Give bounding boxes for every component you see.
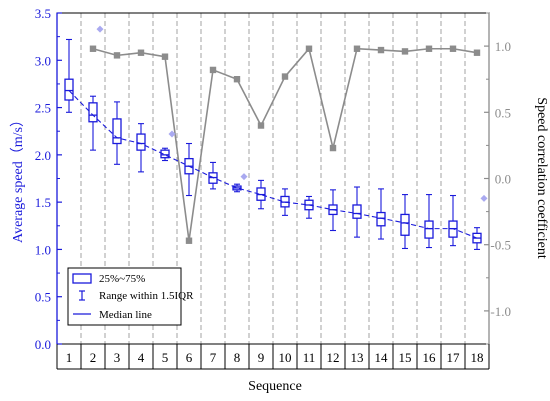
outlier-point [96, 25, 104, 33]
legend: 25%~75% Range within 1.5IQR Median line [67, 267, 194, 326]
box-iqr [64, 78, 74, 101]
x-axis-title: Sequence [248, 379, 302, 394]
box-iqr [376, 211, 386, 227]
x-axis-tick-label: 17 [447, 350, 461, 365]
box-iqr [424, 220, 434, 239]
x-axis-tick-label: 15 [399, 350, 412, 365]
right-axis-tick-label: 0.0 [495, 172, 511, 187]
x-axis-tick-label: 12 [327, 350, 340, 365]
outlier-point [480, 194, 488, 202]
box-plot [64, 38, 74, 113]
left-axis-tick-label: 2.5 [35, 101, 51, 116]
x-axis-tick-label: 18 [471, 350, 484, 365]
left-axis-tick-label: 0.0 [35, 337, 51, 352]
box-plot [424, 194, 434, 249]
correlation-point [113, 52, 121, 59]
right-axis-tick-label: 1.0 [495, 39, 511, 54]
box-plot [112, 101, 122, 165]
correlation-point [377, 46, 385, 54]
box-iqr [88, 102, 98, 123]
x-axis-tick-label: 13 [351, 350, 364, 365]
left-axis-tick-label: 3.5 [35, 6, 51, 21]
correlation-point [281, 73, 289, 80]
correlation-point [233, 76, 241, 83]
x-axis-tick-label: 14 [375, 350, 389, 365]
box-iqr [112, 118, 122, 145]
box-iqr [136, 133, 146, 151]
box-iqr [160, 149, 170, 159]
right-axis-tick-label: -0.5 [490, 238, 511, 253]
legend-label-box: 25%~75% [99, 273, 145, 285]
correlation-point [353, 45, 361, 52]
correlation-point [209, 66, 217, 74]
x-axis-tick-label: 1 [66, 350, 73, 365]
correlation-point [473, 49, 481, 56]
right-axis-title: Speed correlation coefficient [534, 97, 549, 259]
outlier-point [240, 173, 248, 181]
x-axis-tick-label: 9 [258, 350, 265, 365]
x-axis: 1 2 3 4 5 6 7 8 9 10 11 12 13 14 15 16 17 18 [56, 344, 490, 370]
box-iqr [352, 204, 362, 219]
x-axis-tick-label: 2 [90, 350, 97, 365]
left-axis: 0.0 0.5 1.0 1.5 2.0 2.5 3.0 3.5 [35, 6, 62, 352]
x-axis-tick-label: 7 [210, 350, 217, 365]
outlier-point [168, 130, 176, 138]
median-line [68, 90, 478, 239]
legend-frame [67, 267, 182, 326]
correlation-point [161, 53, 169, 60]
x-axis-tick-label: 10 [279, 350, 292, 365]
right-axis: -1.0 -0.5 0.0 0.5 1.0 [484, 12, 511, 345]
x-axis-tick-label: 16 [423, 350, 437, 365]
legend-label-median: Median line [99, 309, 152, 321]
left-axis-title: Average speed（m/s） [10, 113, 26, 243]
correlation-point [89, 45, 97, 52]
correlation-point [401, 48, 409, 55]
correlation-point [449, 45, 457, 52]
x-axis-tick-label: 4 [138, 350, 145, 365]
median-line-series [68, 90, 478, 239]
x-axis-tick-label: 6 [186, 350, 193, 365]
right-axis-tick-label: -1.0 [490, 304, 511, 319]
correlation-point [329, 144, 337, 152]
legend-box-symbol [72, 273, 92, 284]
legend-label-range: Range within 1.5IQR [99, 290, 194, 302]
left-axis-tick-label: 2.0 [35, 148, 51, 163]
x-axis-tick-label: 5 [162, 350, 169, 365]
legend-whisker-symbol [79, 290, 85, 301]
box-plot [232, 173, 248, 193]
correlation-point [305, 45, 313, 52]
correlation-series [89, 45, 481, 244]
correlation-point [137, 49, 145, 56]
box-plot [88, 25, 104, 151]
correlation-point [257, 122, 265, 129]
left-axis-tick-label: 0.5 [35, 290, 51, 305]
box-plot [256, 179, 266, 210]
x-axis-tick-label: 11 [303, 350, 316, 365]
box-plot [160, 130, 176, 162]
box-plot [400, 194, 410, 250]
left-axis-tick-label: 1.5 [35, 195, 51, 210]
x-axis-tick-label: 3 [114, 350, 121, 365]
left-axis-tick-label: 1.0 [35, 242, 51, 257]
x-axis-tick-label: 8 [234, 350, 241, 365]
correlation-point [425, 45, 433, 52]
box-iqr [400, 213, 410, 236]
left-axis-tick-label: 3.0 [35, 53, 51, 68]
right-axis-tick-label: 0.5 [495, 105, 511, 120]
correlation-point [185, 237, 193, 244]
